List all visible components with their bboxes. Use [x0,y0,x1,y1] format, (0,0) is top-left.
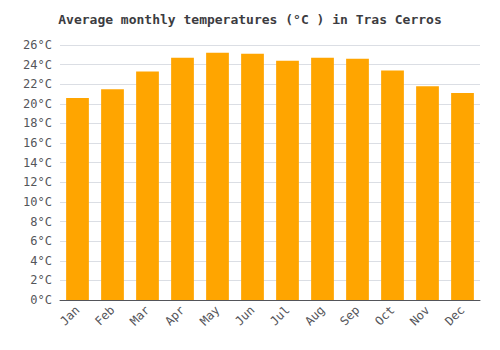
svg-text:0°C: 0°C [30,293,52,307]
svg-text:Jun: Jun [232,303,257,328]
svg-text:10°C: 10°C [23,195,52,209]
svg-text:Oct: Oct [372,303,397,328]
svg-text:Feb: Feb [92,303,117,328]
svg-text:20°C: 20°C [23,97,52,111]
svg-text:May: May [197,303,222,328]
svg-text:Jul: Jul [267,303,292,328]
svg-text:Apr: Apr [162,303,187,328]
svg-text:24°C: 24°C [23,58,52,72]
svg-text:Aug: Aug [302,303,327,328]
svg-text:4°C: 4°C [30,254,52,268]
svg-text:Dec: Dec [442,303,467,328]
svg-text:Mar: Mar [127,303,152,328]
svg-text:2°C: 2°C [30,273,52,287]
svg-text:14°C: 14°C [23,156,52,170]
svg-text:22°C: 22°C [23,77,52,91]
svg-text:12°C: 12°C [23,175,52,189]
svg-text:Average monthly temperatures (: Average monthly temperatures (°C ) in Tr… [58,12,442,27]
svg-text:16°C: 16°C [23,136,52,150]
svg-text:6°C: 6°C [30,234,52,248]
svg-text:Jan: Jan [57,303,82,328]
svg-text:26°C: 26°C [23,38,52,52]
svg-text:Nov: Nov [407,303,432,328]
svg-text:18°C: 18°C [23,116,52,130]
svg-text:8°C: 8°C [30,215,52,229]
svg-text:Sep: Sep [337,303,362,328]
